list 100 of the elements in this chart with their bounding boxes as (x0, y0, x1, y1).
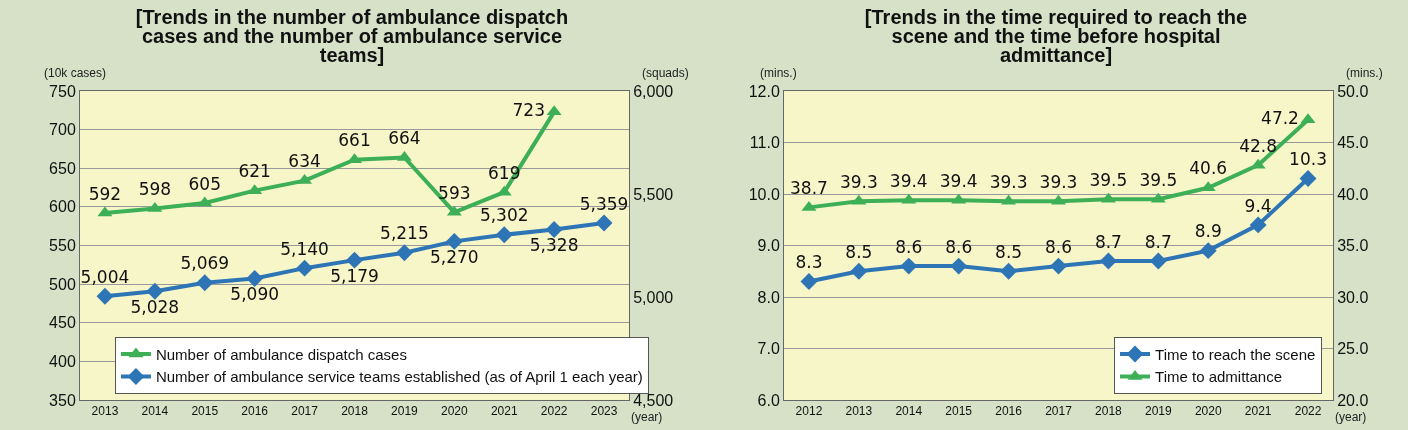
x-tick-label: 2018 (341, 404, 369, 419)
y-tick-label: 700 (49, 121, 76, 139)
data-label: 5,328 (529, 235, 579, 256)
x-tick-label: 2019 (391, 404, 419, 419)
point (595, 214, 613, 232)
x-tick-label: 2022 (1294, 404, 1322, 419)
y2-tick-label: 25.0 (1337, 340, 1369, 358)
y-tick-label: 7.0 (757, 340, 780, 358)
y2-axis-title: (mins.) (1346, 66, 1383, 80)
y-tick-label: 8.0 (757, 288, 780, 306)
data-label: 38.7 (790, 178, 828, 199)
y-tick-label: 450 (49, 314, 76, 332)
data-label: 5,302 (479, 205, 529, 226)
y-tick-label: 10.0 (748, 185, 780, 203)
y-tick-label: 750 (49, 82, 76, 100)
point (1000, 262, 1018, 280)
point (246, 270, 264, 287)
data-label: 39.5 (1089, 169, 1128, 190)
y-tick-label: 11.0 (749, 134, 780, 152)
data-label: 39.3 (989, 171, 1028, 192)
legend-label: Time to admittance (1155, 368, 1283, 386)
x-tick-label: 2014 (895, 404, 923, 419)
x-tick-label: 2021 (490, 404, 518, 419)
x-tick-label: 2016 (241, 404, 269, 419)
legend-label: Number of ambulance service teams established (as of April 1 each year) (155, 368, 643, 386)
x-tick-label: 2013 (845, 404, 873, 419)
point (146, 282, 164, 300)
data-label: 8.5 (995, 241, 1023, 262)
data-label: 39.3 (1039, 171, 1078, 192)
data-label: 598 (138, 179, 172, 200)
chart-title: [Trends in the time required to reach the scene and the time before hospital admittance] (863, 6, 1249, 66)
data-label: 8.7 (1094, 231, 1122, 252)
x-tick-label: 2018 (1095, 404, 1123, 419)
y-axis-title: (10k cases) (44, 66, 107, 80)
y2-tick-label: 30.0 (1337, 288, 1369, 306)
data-label: 593 (438, 182, 471, 203)
x-tick-label: 2016 (995, 404, 1023, 419)
point (495, 226, 513, 244)
x-tick-label: 2017 (291, 404, 319, 419)
data-label: 5,090 (230, 284, 280, 305)
legend-label: Time to reach the scene (1155, 345, 1316, 363)
y2-tick-label: 20.0 (1337, 391, 1369, 409)
point (296, 259, 314, 277)
point (900, 257, 918, 275)
y-axis-title: (mins.) (760, 66, 797, 80)
x-tick-label: 2015 (191, 404, 219, 419)
data-label: 8.6 (945, 236, 973, 257)
y2-tick-label: 5,500 (633, 185, 674, 203)
data-label: 8.3 (795, 252, 823, 273)
point (445, 232, 463, 250)
data-label: 621 (238, 161, 271, 182)
legend-label: Number of ambulance dispatch cases (155, 345, 407, 363)
y2-tick-label: 50.0 (1337, 82, 1369, 100)
y-tick-label: 350 (49, 391, 76, 409)
y-tick-label: 500 (49, 275, 76, 293)
y-tick-label: 550 (49, 237, 76, 255)
data-label: 664 (388, 128, 421, 149)
y-tick-label: 12.0 (748, 82, 780, 100)
data-label: 40.6 (1189, 158, 1228, 179)
chart-title: [Trends in the number of ambulance dispatch cases and the number of ambulance service teams] (134, 6, 570, 66)
x-tick-label: 2012 (795, 404, 823, 419)
y-tick-label: 600 (49, 198, 76, 216)
data-label: 5,028 (130, 297, 180, 318)
point (395, 244, 413, 262)
point (1299, 170, 1317, 187)
y-tick-label: 6.0 (757, 391, 780, 409)
y2-axis-title: (squads) (642, 66, 689, 80)
point (545, 220, 563, 238)
data-label: 5,270 (429, 247, 479, 268)
point (1099, 252, 1117, 270)
x-tick-label: 2013 (91, 404, 119, 419)
point (1249, 216, 1267, 234)
data-label: 5,179 (330, 266, 379, 287)
point (96, 287, 114, 305)
data-label: 5,140 (280, 238, 329, 259)
data-label: 592 (88, 183, 122, 204)
y2-tick-label: 6,000 (633, 82, 674, 100)
y-tick-label: 400 (49, 352, 76, 370)
x-tick-label: 2019 (1144, 404, 1172, 419)
point (1050, 257, 1067, 275)
data-label: 5,215 (380, 223, 429, 244)
data-label: 39.4 (939, 170, 978, 191)
point (800, 273, 818, 290)
y2-tick-label: 4,500 (633, 391, 674, 409)
data-label: 8.6 (895, 236, 923, 257)
x-tick-label: 2015 (945, 404, 973, 419)
x-tick-label: 2022 (540, 404, 568, 419)
data-label: 42.8 (1239, 135, 1278, 156)
data-label: 10.3 (1289, 149, 1327, 170)
y2-tick-label: 45.0 (1337, 134, 1369, 152)
y-tick-label: 650 (49, 159, 76, 177)
y2-tick-label: 5,000 (633, 288, 674, 306)
data-label: 8.7 (1144, 231, 1172, 252)
point (196, 274, 214, 292)
x-tick-label: 2023 (590, 404, 618, 419)
y2-tick-label: 40.0 (1337, 185, 1369, 203)
y2-tick-label: 35.0 (1337, 237, 1369, 255)
point (950, 257, 968, 275)
data-label: 8.5 (845, 241, 873, 262)
data-label: 39.4 (889, 170, 928, 191)
